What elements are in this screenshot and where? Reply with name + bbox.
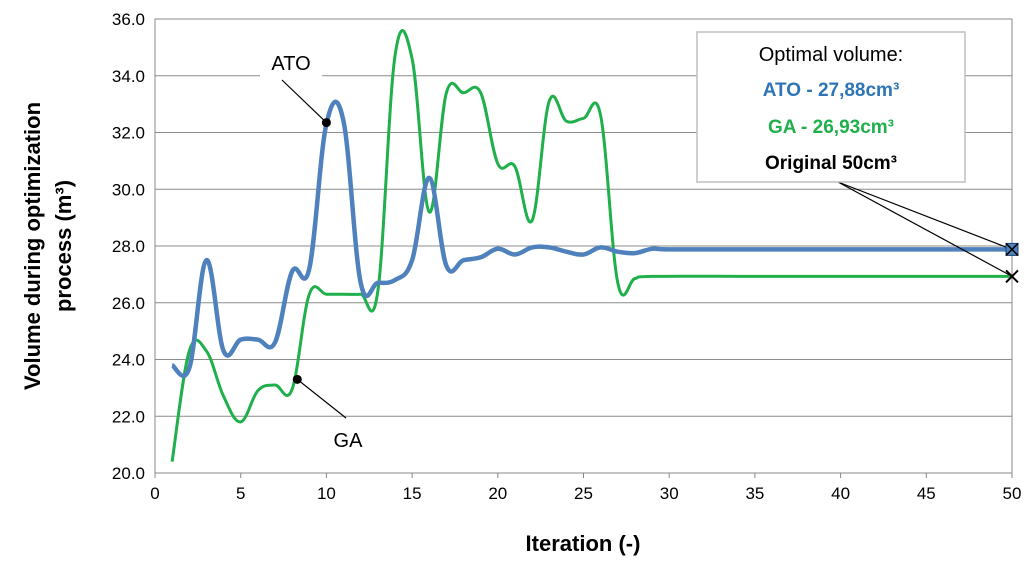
y-tick-label: 20.0: [112, 464, 145, 483]
legend-box-line-original: Original 50cm³: [765, 153, 897, 174]
x-tick-label: 15: [403, 484, 422, 503]
x-tick-label: 35: [745, 484, 764, 503]
annotation-group: ATO GA: [260, 47, 363, 452]
y-axis-title-line2: process (m³): [51, 180, 76, 312]
y-tick-label: 24.0: [112, 351, 145, 370]
x-tick-label: 50: [1003, 484, 1022, 503]
x-tick-label: 45: [917, 484, 936, 503]
x-tick-label: 5: [236, 484, 245, 503]
x-tick-label: 30: [660, 484, 679, 503]
x-tick-label: 10: [317, 484, 336, 503]
legend-box-line-ga: GA - 26,93cm³: [768, 117, 894, 138]
annotation-label-ga: GA: [334, 430, 364, 452]
y-tick-label: 32.0: [112, 124, 145, 143]
series-line-ga: [170, 29, 1012, 462]
x-tick-label: 40: [831, 484, 850, 503]
annotation-leader-ato: [281, 79, 327, 124]
y-tick-label: 22.0: [112, 407, 145, 426]
y-tick-label: 34.0: [112, 67, 145, 86]
y-axis-title-line1: Volume during optimization: [20, 102, 45, 390]
legend-box-frame: [696, 31, 966, 183]
legend-box: Optimal volume: ATO - 27,88cm³ GA - 26,9…: [696, 31, 966, 183]
annotation-label-ato: ATO: [271, 53, 310, 75]
original-leader-line-upper: [837, 181, 1013, 250]
x-tick-label: 20: [488, 484, 507, 503]
series-group: [170, 29, 1012, 462]
x-tick-label: 25: [574, 484, 593, 503]
x-tick-labels: 0 5 10 15 20 25 30 35 40 45 50: [150, 484, 1021, 503]
annotation-dot-ato: [321, 118, 331, 128]
endpoint-cross-ato-b: [1005, 242, 1019, 256]
x-axis-title: Iteration (-): [526, 531, 641, 556]
y-tick-label: 28.0: [112, 237, 145, 256]
original-leader-line-lower: [837, 181, 1013, 277]
annotation-dot-ga: [292, 374, 302, 384]
legend-box-line-ato: ATO - 27,88cm³: [763, 80, 900, 101]
x-tick-label: 0: [150, 484, 159, 503]
endpoint-markers: [837, 181, 1019, 284]
y-tick-label: 26.0: [112, 294, 145, 313]
legend-box-title: Optimal volume:: [759, 44, 904, 66]
series-line-ato: [170, 99, 1012, 378]
endpoint-cross-ga-b: [1005, 269, 1019, 284]
y-tick-label: 36.0: [112, 10, 145, 29]
annotation-label-bg-ato: [260, 47, 322, 77]
y-tick-label: 30.0: [112, 180, 145, 199]
y-tick-labels: 20.0 22.0 24.0 26.0 28.0 30.0 32.0 34.0 36.0: [112, 10, 145, 483]
annotation-leader-ga: [296, 378, 347, 419]
